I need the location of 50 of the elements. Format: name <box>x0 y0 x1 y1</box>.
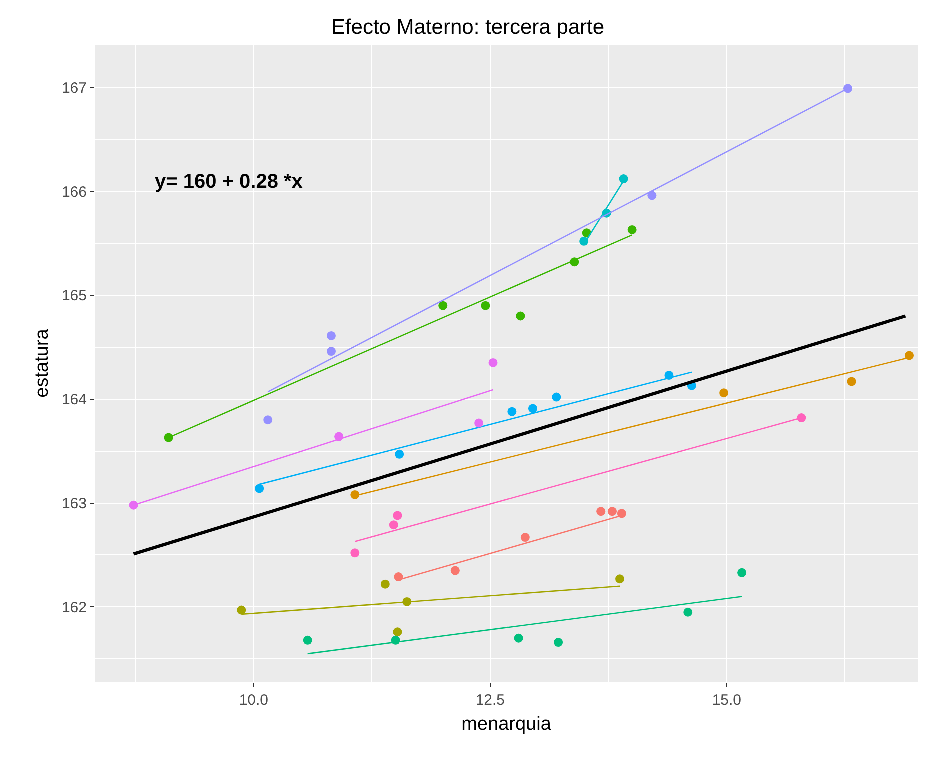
point <box>488 358 498 368</box>
point <box>438 301 448 310</box>
point <box>350 548 360 558</box>
point <box>554 638 564 648</box>
point <box>393 628 402 637</box>
y-tick-label: 167 <box>62 80 87 97</box>
point <box>395 450 404 459</box>
point <box>474 418 484 428</box>
point <box>303 636 312 645</box>
point <box>380 580 390 589</box>
y-tick-label: 165 <box>62 288 87 305</box>
y-tick-label: 164 <box>62 392 87 409</box>
point <box>516 312 526 321</box>
point <box>619 174 628 184</box>
x-tick-label: 10.0 <box>239 692 269 709</box>
point <box>514 634 524 643</box>
point <box>648 191 657 200</box>
y-tick-label: 162 <box>62 599 87 616</box>
point <box>393 511 402 520</box>
chart-title: Efecto Materno: tercera parte <box>331 16 605 39</box>
point <box>394 572 404 582</box>
y-axis-title: estatura <box>32 328 53 398</box>
point <box>520 533 530 542</box>
point <box>552 392 562 402</box>
point <box>616 574 625 584</box>
point <box>528 404 538 414</box>
y-tick-label: 166 <box>62 184 87 201</box>
annotation: y= 160 + 0.28 *x <box>155 171 303 193</box>
point <box>326 331 336 340</box>
point <box>237 606 246 615</box>
point <box>738 568 747 578</box>
x-tick-label: 15.0 <box>712 692 742 709</box>
point <box>720 388 729 398</box>
point <box>608 507 617 516</box>
x-axis-title: menarquia <box>462 714 552 735</box>
point <box>481 301 490 310</box>
point <box>847 377 856 386</box>
point <box>255 484 264 494</box>
point <box>264 416 273 425</box>
point <box>450 566 460 576</box>
point <box>508 407 517 416</box>
point <box>596 507 606 516</box>
y-tick-label: 163 <box>62 496 87 513</box>
x-tick-label: 12.5 <box>476 692 506 709</box>
point <box>389 520 398 530</box>
point <box>628 225 637 234</box>
point <box>617 509 626 518</box>
point <box>326 347 336 356</box>
point <box>684 608 693 617</box>
point <box>904 351 914 360</box>
